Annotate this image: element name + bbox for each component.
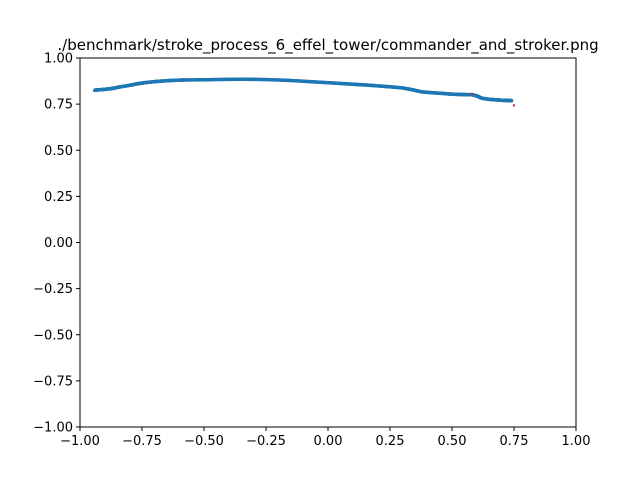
highlight-point (470, 92, 474, 96)
x-tick-label: −0.25 (246, 434, 286, 449)
x-tick-label: 0.75 (500, 434, 529, 449)
x-tick-label: −0.75 (122, 434, 162, 449)
y-tick-label: 0.00 (44, 236, 73, 251)
series-points (93, 77, 516, 107)
series-point (509, 98, 514, 103)
y-tick-label: −1.00 (33, 421, 73, 436)
y-tick-label: 1.00 (44, 52, 73, 67)
y-tick-label: 0.50 (44, 144, 73, 159)
x-tick-label: 0.00 (314, 434, 343, 449)
chart-title: ./benchmark/stroke_process_6_effel_tower… (57, 36, 598, 55)
y-tick-label: 0.75 (44, 98, 73, 113)
y-tick-label: −0.75 (33, 374, 73, 389)
plot-area: −1.00 −0.75 −0.50 −0.25 0.00 0.25 0.50 0.75 1.00… (33, 52, 590, 450)
x-tick-label: 0.50 (438, 434, 467, 449)
y-tick-label: −0.50 (33, 328, 73, 343)
x-tick-label: 0.25 (376, 434, 405, 449)
highlight-point (512, 104, 516, 107)
x-tick-label: −1.00 (60, 434, 100, 449)
x-tick-label: −0.50 (184, 434, 224, 449)
y-tick-label: 0.25 (44, 190, 73, 205)
x-tick-label: 1.00 (562, 434, 591, 449)
y-tick-label: −0.25 (33, 282, 73, 297)
